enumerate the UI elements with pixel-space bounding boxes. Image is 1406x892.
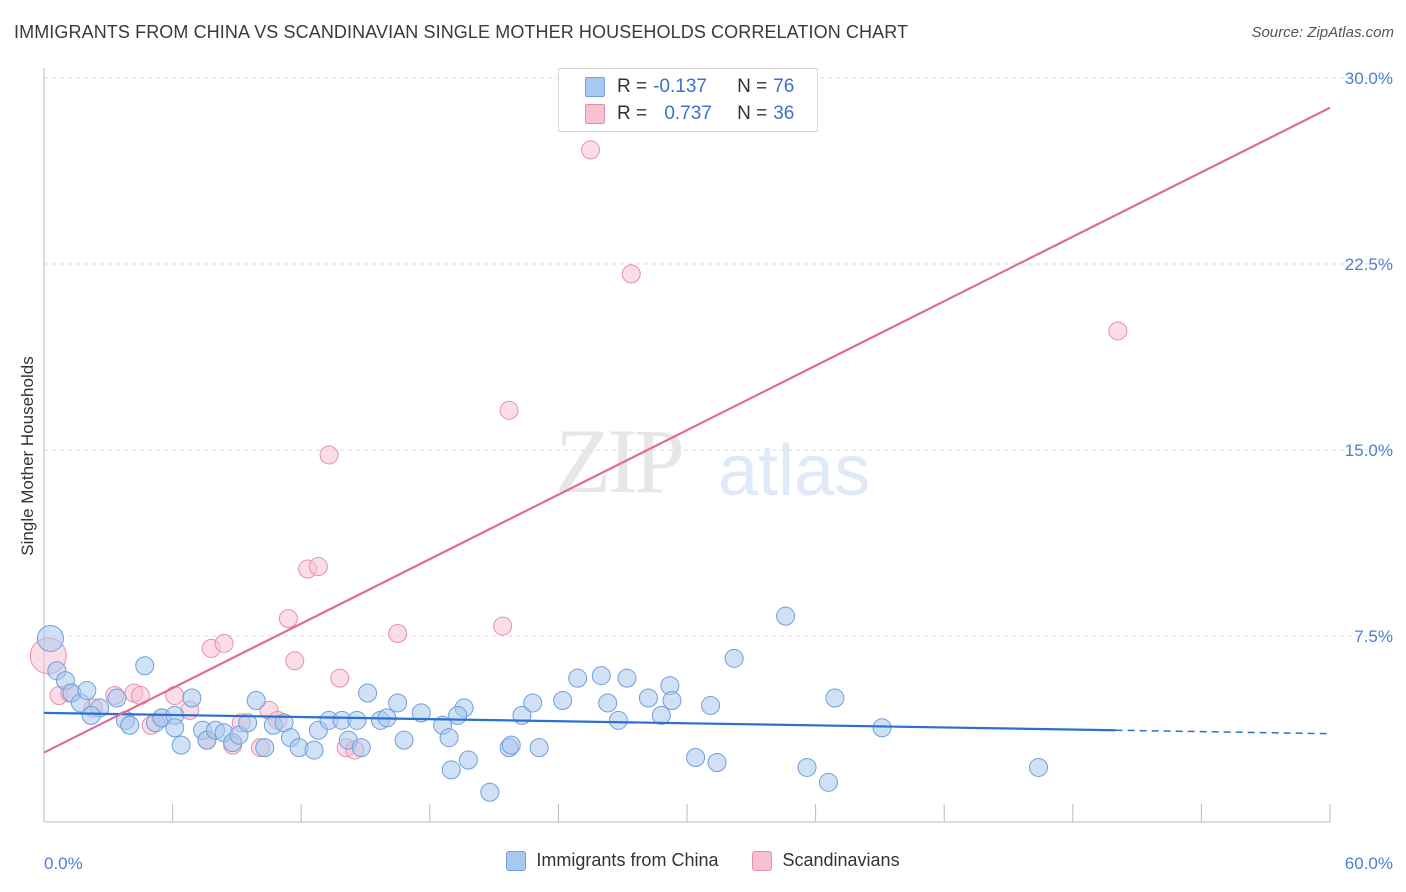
- china-point: [776, 606, 796, 626]
- china-point: [120, 715, 140, 735]
- stats-legend-box: R = -0.137 N = 76 R = 0.737 N = 36: [558, 68, 818, 132]
- scandinavians-r-label: R =: [617, 103, 648, 124]
- y-tick-label: 30.0%: [1345, 69, 1393, 88]
- watermark-atlas: atlas: [718, 431, 871, 511]
- china-point: [448, 705, 468, 725]
- china-point: [171, 735, 191, 755]
- scandinavians-point: [388, 624, 408, 644]
- china-swatch: [585, 77, 605, 97]
- china-point: [825, 688, 845, 708]
- china-point: [568, 668, 588, 688]
- china-point: [135, 656, 155, 676]
- china-n-value: 76: [773, 76, 795, 97]
- china-trend-extension: [1115, 729, 1331, 735]
- china-point: [107, 688, 127, 708]
- china-point: [591, 666, 611, 686]
- watermark-zip: ZIP: [555, 410, 685, 512]
- legend-item-scandinavians[interactable]: Scandinavians: [752, 850, 900, 871]
- china-point: [238, 713, 258, 733]
- china-point: [872, 718, 892, 738]
- china-point: [458, 750, 478, 770]
- scandinavians-point: [493, 616, 513, 636]
- y-tick-label: 22.5%: [1345, 255, 1393, 274]
- scandinavians-point: [581, 140, 601, 160]
- china-point: [36, 624, 64, 652]
- china-point: [394, 730, 414, 750]
- legend-china-swatch: [506, 850, 527, 871]
- china-point: [347, 710, 367, 730]
- china-point: [358, 683, 378, 703]
- china-point: [608, 710, 628, 730]
- china-point: [255, 738, 275, 758]
- scandinavians-point: [278, 609, 298, 629]
- china-point: [351, 738, 371, 758]
- china-n-label: N =: [737, 76, 768, 97]
- scandinavians-point: [214, 633, 234, 653]
- legend-china-label: Immigrants from China: [536, 850, 719, 870]
- china-point: [304, 740, 324, 760]
- china-r-label: R =: [617, 76, 648, 97]
- stats-row-china: R = -0.137 N = 76: [585, 74, 794, 100]
- china-point: [638, 688, 658, 708]
- scandinavians-r-value: 0.737: [664, 103, 712, 124]
- china-point: [81, 705, 101, 725]
- scandinavians-n-value: 36: [773, 103, 795, 124]
- china-point: [598, 693, 618, 713]
- china-point: [439, 728, 459, 748]
- china-point: [701, 695, 721, 715]
- china-trend-line: [43, 711, 1116, 732]
- china-point: [553, 690, 573, 710]
- source-label: Source: ZipAtlas.com: [1251, 24, 1394, 41]
- bottom-legend: Immigrants from China Scandinavians: [0, 850, 1406, 871]
- china-point: [724, 648, 744, 668]
- y-tick-label: 15.0%: [1345, 441, 1393, 460]
- china-point: [529, 738, 549, 758]
- china-point: [411, 703, 431, 723]
- legend-item-china[interactable]: Immigrants from China: [506, 850, 718, 871]
- x-tick-label: 60.0%: [1345, 854, 1393, 873]
- china-point: [523, 693, 543, 713]
- china-point: [651, 705, 671, 725]
- china-point: [1029, 757, 1049, 777]
- scandinavians-n-label: N =: [737, 103, 768, 124]
- scandinavians-point: [319, 445, 339, 465]
- scandinavians-swatch: [585, 104, 605, 124]
- scandinavians-point: [330, 668, 350, 688]
- china-point: [388, 693, 408, 713]
- china-point: [617, 668, 637, 688]
- scandinavians-point: [499, 400, 519, 420]
- china-point: [501, 735, 521, 755]
- china-point: [246, 690, 266, 710]
- stats-row-scandinavians: R = 0.737 N = 36: [585, 101, 794, 127]
- china-point: [441, 760, 461, 780]
- china-point: [662, 690, 682, 710]
- scandinavians-point: [1108, 321, 1128, 341]
- y-tick-label: 7.5%: [1354, 627, 1393, 646]
- x-tick-label: 0.0%: [44, 854, 83, 873]
- scandinavians-point: [308, 557, 328, 577]
- china-point: [480, 782, 500, 802]
- china-point: [797, 757, 817, 777]
- china-point: [182, 688, 202, 708]
- scandinavians-point: [285, 651, 305, 671]
- china-point: [686, 748, 706, 768]
- china-point: [165, 718, 185, 738]
- scandinavians-trend-line: [43, 106, 1331, 754]
- china-point: [707, 752, 727, 772]
- china-point: [77, 681, 97, 701]
- legend-scandinavians-swatch: [752, 850, 773, 871]
- chart-title: IMMIGRANTS FROM CHINA VS SCANDINAVIAN SI…: [14, 22, 909, 42]
- scandinavians-point: [621, 264, 641, 284]
- china-point: [818, 772, 838, 792]
- legend-scandinavians-label: Scandinavians: [782, 850, 900, 870]
- china-r-value: -0.137: [653, 76, 707, 97]
